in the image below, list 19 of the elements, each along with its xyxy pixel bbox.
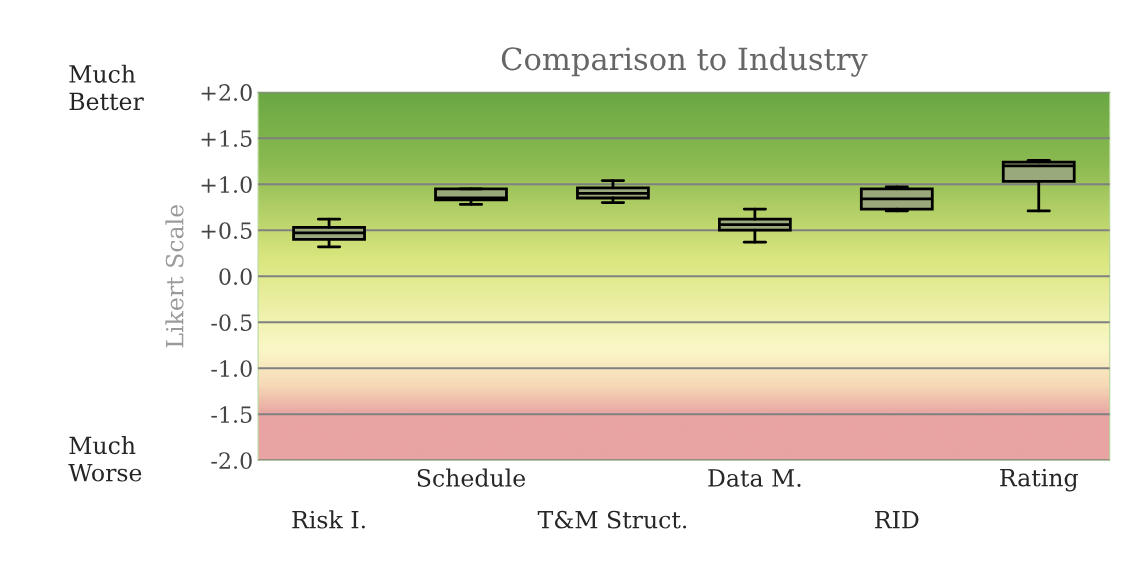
- y-tick-label: +1.5: [201, 130, 252, 147]
- x-tick-label: RID: [875, 511, 919, 529]
- y-tick-label: +1.0: [201, 176, 252, 193]
- text: Much Better: [69, 64, 144, 111]
- y-tick-label: +0.5: [201, 222, 252, 239]
- y-tick-label: -1.5: [211, 406, 252, 424]
- chart-title: Comparison to Industry: [501, 46, 868, 77]
- y-axis-title: Likert Scale: [165, 205, 184, 348]
- y-tick-label: +2.0: [201, 84, 252, 101]
- text: Much Worse: [68, 435, 142, 482]
- y-tick-label: -2.0: [211, 452, 252, 470]
- y-tick-label: -1.0: [211, 360, 252, 378]
- x-tick-label: Risk I.: [292, 510, 365, 529]
- x-tick-label: T&M Struct.: [537, 510, 687, 529]
- x-tick-label: Rating: [1000, 468, 1078, 492]
- y-tick-label: 0.0: [219, 268, 252, 285]
- x-tick-label: Schedule: [417, 468, 526, 487]
- x-tick-label: Data M.: [708, 469, 801, 487]
- y-tick-label: -0.5: [211, 314, 252, 331]
